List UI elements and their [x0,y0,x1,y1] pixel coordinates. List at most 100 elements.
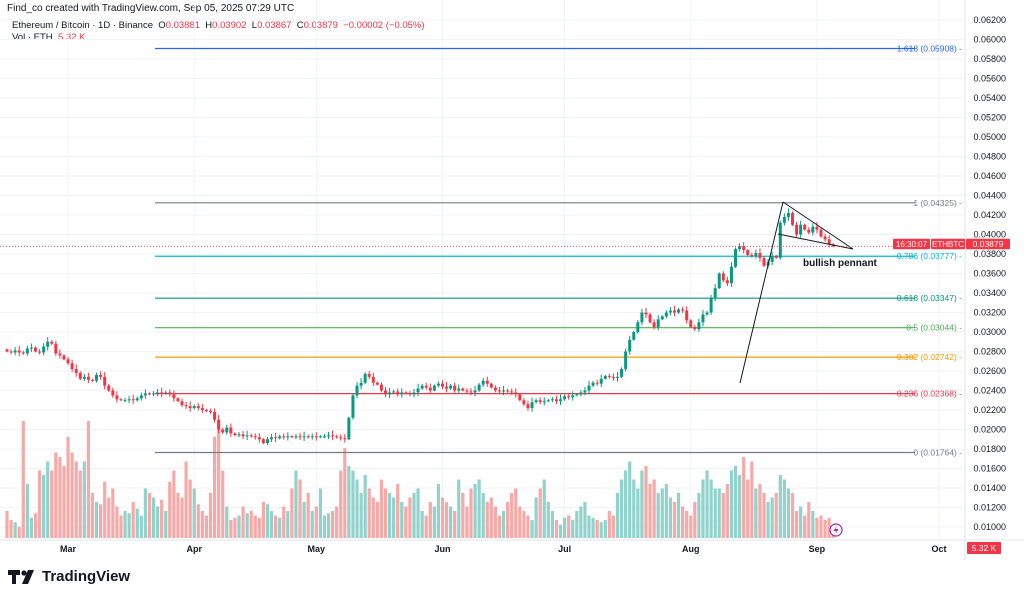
volume-tag-text: 5.32 K [972,543,997,553]
candle [42,346,46,353]
candle [786,213,790,217]
volume-bar [74,461,78,538]
volume-bar [652,479,656,538]
price-axis-label: 0.01200 [973,503,1006,513]
pennant-annotation: bullish pennant [803,258,878,269]
close-value: 0.03879 [303,20,338,31]
price-axis-label: 0.01400 [973,483,1006,493]
candle [660,316,664,320]
countdown-tag [893,238,930,250]
candle [795,224,799,235]
candle [762,257,766,266]
volume-bar [50,470,54,538]
candle [440,383,444,387]
candle [50,341,54,344]
volume-bar [591,517,595,538]
candle [38,351,42,353]
volume-bar [200,511,204,538]
volume-bar [119,515,123,538]
candle [46,341,50,347]
candle [200,408,204,410]
volume-bar [546,502,550,538]
volume-bar [440,497,445,538]
candle [823,236,827,240]
candle [270,437,274,440]
volume-bar [99,504,103,538]
volume-bar [298,479,302,538]
candle [119,399,123,401]
fib-level-label: 0.786 (0.03777) - [897,251,962,261]
volume-bar [245,513,249,538]
volume-bar [465,506,469,538]
volume-bar [107,497,111,538]
price-axis-label: 0.03800 [973,249,1006,259]
volume-bar [644,466,648,538]
candle [563,396,567,400]
time-axis-label: Sep [809,544,826,554]
candle [750,254,754,256]
candle [457,388,461,391]
symbol-legend: Ethereum / Bitcoin · 1D · Binance O0.038… [12,20,425,44]
candle [58,353,62,356]
candle [701,314,705,323]
candle [416,388,420,393]
volume-bar [160,499,164,538]
candle [534,400,538,403]
volume-bar [302,502,306,538]
candle [449,385,453,389]
low-label: L [251,20,258,31]
candle [363,373,367,383]
volume-bar [725,484,729,538]
candle [477,384,481,391]
volume-bar [131,502,135,538]
volume-bar [70,452,74,538]
candle [314,436,318,438]
volume-bar [37,470,42,538]
candle [274,437,278,439]
pennant-upper-line[interactable] [782,201,854,250]
trend-line[interactable] [739,201,784,384]
volume-bar [294,470,298,538]
lightning-icon-glyph [833,525,839,535]
volume-bar [436,484,441,538]
candle [265,439,269,444]
volume-bar [542,479,546,538]
price-axis-label: 0.04200 [973,210,1006,220]
volume-bar [359,493,363,538]
volume-bar [721,493,725,538]
volume-bar [469,488,473,538]
candle [685,310,689,321]
candle [554,399,558,402]
volume-bar [705,470,709,538]
candle [819,229,823,237]
volume-bar [310,511,314,538]
candle [70,363,74,370]
candle [428,387,432,391]
volume-bar [290,488,294,538]
volume-bar [738,475,742,538]
volume-bar [151,497,156,538]
volume-bar [237,515,241,538]
volume-bar [143,488,147,538]
volume-bar [221,470,225,538]
volume-bar [416,488,420,538]
candle [172,394,176,399]
volume-bar [196,504,200,538]
candle [331,435,335,437]
bar-countdown-text: 16:30:07 [896,240,928,249]
price-axis-label: 0.03600 [973,269,1006,279]
volume-bar [538,488,542,538]
symbol-name[interactable]: Ethereum / Bitcoin · 1D · Binance [12,20,153,31]
volume-bar [347,466,351,538]
volume-bar [558,524,563,538]
volume-bar [172,470,176,538]
candle [335,436,339,438]
volume-bar [375,502,379,538]
volume-bar [261,502,266,538]
volume-bar [611,515,616,538]
volume-bar [217,421,221,538]
fib-level-label: 1.618 (0.05908) - [897,43,962,53]
time-axis-label: May [308,544,326,554]
volume-bar [147,493,152,538]
